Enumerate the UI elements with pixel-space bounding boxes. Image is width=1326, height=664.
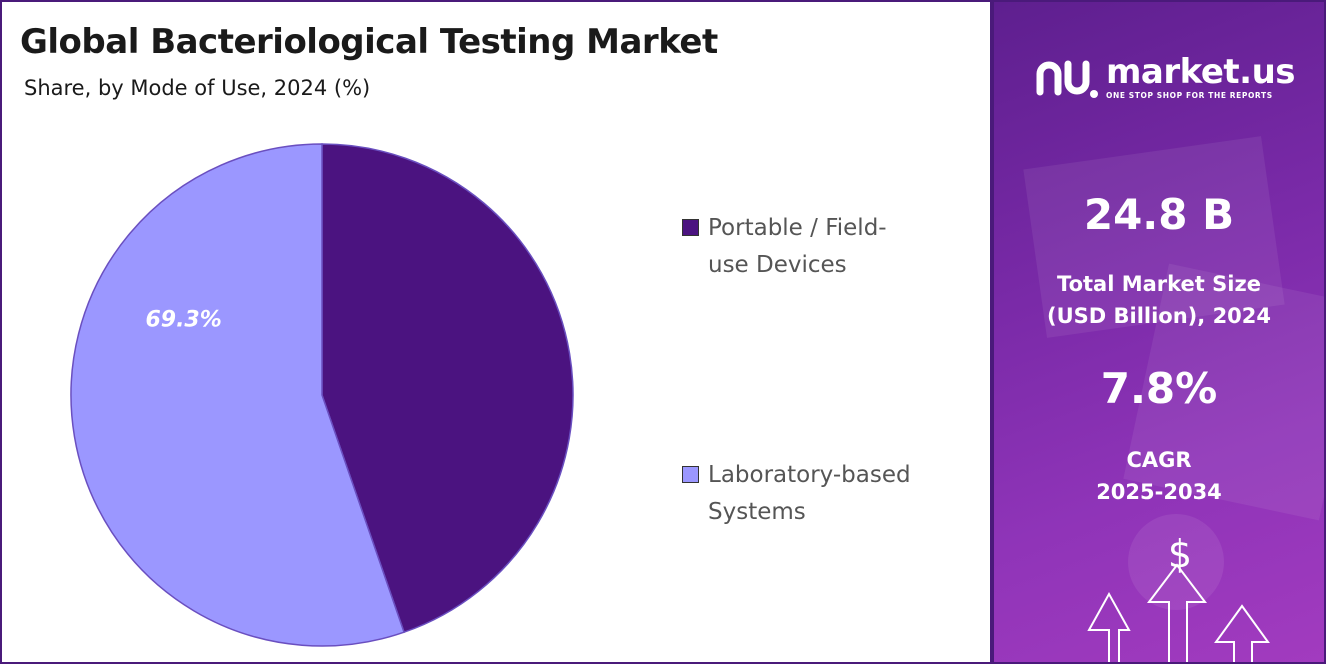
legend-label-laboratory: Laboratory-based Systems (708, 457, 948, 531)
legend-label-portable-line2: use Devices (708, 252, 847, 278)
stats-sidebar: market.us ONE STOP SHOP FOR THE REPORTS … (994, 2, 1324, 662)
legend-label-portable-line1: Portable / Field- (708, 215, 887, 241)
brand-logo: market.us ONE STOP SHOP FOR THE REPORTS (1034, 51, 1296, 100)
legend-item-portable: Portable / Field- use Devices (682, 210, 948, 284)
legend-swatch-portable (682, 219, 699, 236)
legend-swatch-laboratory (682, 466, 699, 483)
cagr-label-line2: 2025-2034 (1096, 480, 1222, 504)
legend-label-laboratory-line2: Systems (708, 499, 806, 525)
cagr-value: 7.8% (1100, 364, 1218, 413)
legend-item-laboratory: Laboratory-based Systems (682, 457, 948, 531)
pie-data-label: 69.3% (145, 307, 221, 332)
chart-title: Global Bacteriological Testing Market (20, 22, 718, 62)
brand-tagline: ONE STOP SHOP FOR THE REPORTS (1106, 90, 1273, 100)
market-size-label: Total Market Size (USD Billion), 2024 (994, 268, 1324, 332)
legend-label-portable: Portable / Field- use Devices (708, 210, 948, 284)
cagr-label-line1: CAGR (1126, 448, 1192, 472)
growth-arrows-icon: $ (1087, 514, 1270, 662)
market-size-label-line2: (USD Billion), 2024 (1046, 304, 1272, 328)
pie-slice-portable-field-use-devices (321, 143, 574, 634)
market-size-value: 24.8 B (1083, 190, 1235, 239)
pie-slice-laboratory-based-systems (70, 143, 406, 647)
legend-label-laboratory-line1: Laboratory-based (708, 462, 911, 488)
panel-divider (990, 2, 994, 662)
chart-subtitle: Share, by Mode of Use, 2024 (%) (24, 76, 371, 100)
brand-name: market.us (1106, 51, 1296, 92)
chart-panel: Global Bacteriological Testing Market Sh… (2, 2, 990, 662)
pie-chart: 69.3% (70, 143, 574, 647)
market-size-label-line1: Total Market Size (1057, 272, 1261, 296)
market-us-logo-icon (1036, 60, 1098, 98)
cagr-label: CAGR 2025-2034 (994, 444, 1324, 508)
